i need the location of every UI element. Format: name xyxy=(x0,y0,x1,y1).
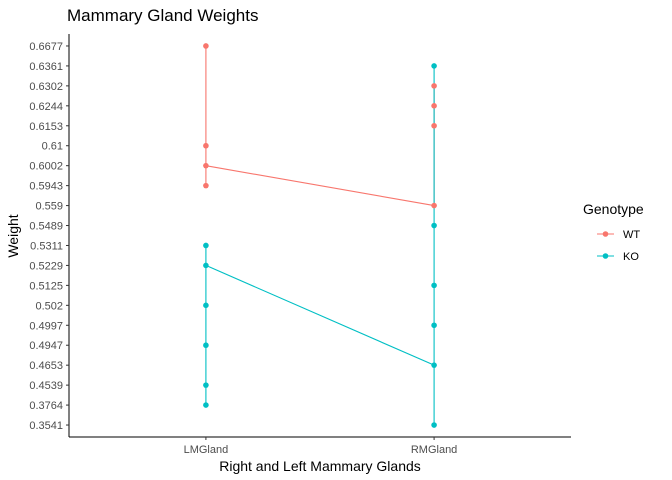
y-tick-label: 0.61 xyxy=(42,141,63,153)
points-ko xyxy=(203,63,437,428)
legend-label: KO xyxy=(623,251,639,263)
chart-title: Mammary Gland Weights xyxy=(67,6,258,25)
series-ko xyxy=(205,65,435,426)
data-point xyxy=(203,402,209,408)
data-point xyxy=(203,43,209,49)
data-point xyxy=(431,322,437,329)
y-tick-label: 0.5311 xyxy=(30,240,63,252)
data-point xyxy=(203,382,209,388)
y-tick-label: 0.4539 xyxy=(29,380,63,392)
data-point xyxy=(431,222,437,229)
x-axis-ticks: LMGland RMGland xyxy=(184,437,457,456)
y-tick-label: 0.3764 xyxy=(29,400,63,412)
y-axis-title: Weight xyxy=(5,214,21,257)
legend-label: WT xyxy=(623,229,640,241)
y-tick-label: 0.6677 xyxy=(29,41,63,53)
legend-key-point xyxy=(602,253,609,259)
y-tick-label: 0.5229 xyxy=(29,260,63,272)
data-point xyxy=(431,362,437,368)
points-wt xyxy=(203,43,437,209)
series-line xyxy=(205,165,435,207)
y-tick-label: 0.6002 xyxy=(29,161,63,173)
x-axis-title: Right and Left Mammary Glands xyxy=(219,458,421,474)
data-point xyxy=(203,242,209,249)
data-point xyxy=(431,103,437,109)
y-tick-label: 0.4947 xyxy=(29,340,63,352)
data-point xyxy=(203,302,209,309)
data-point xyxy=(431,202,437,209)
series-wt xyxy=(205,45,435,207)
y-tick-label: 0.3541 xyxy=(29,420,63,432)
data-point xyxy=(203,342,209,349)
y-tick-label: 0.5943 xyxy=(29,181,63,193)
legend-key-point xyxy=(602,231,609,237)
x-tick-label: LMGland xyxy=(184,444,229,456)
series-line xyxy=(205,264,435,366)
y-tick-label: 0.5125 xyxy=(29,280,63,292)
data-point xyxy=(203,182,209,189)
data-point xyxy=(431,122,437,129)
legend-items: WT KO xyxy=(597,229,640,263)
y-tick-label: 0.559 xyxy=(35,201,63,213)
data-point xyxy=(203,142,209,149)
plot-area xyxy=(203,43,437,428)
y-tick-label: 0.4653 xyxy=(29,360,63,372)
y-tick-label: 0.6302 xyxy=(29,81,63,93)
data-point xyxy=(431,83,437,89)
y-tick-label: 0.5489 xyxy=(29,221,63,233)
y-tick-label: 0.502 xyxy=(35,300,63,312)
data-point xyxy=(203,262,209,269)
y-tick-label: 0.6361 xyxy=(29,61,63,73)
data-point xyxy=(431,422,437,428)
legend-item-wt: WT xyxy=(597,229,640,241)
data-point xyxy=(431,63,437,69)
x-tick-label: RMGland xyxy=(411,444,457,456)
legend-title: Genotype xyxy=(583,201,644,217)
legend-item-ko: KO xyxy=(597,251,639,263)
y-tick-label: 0.6153 xyxy=(29,121,63,133)
data-point xyxy=(203,162,209,169)
y-axis-ticks: 0.3541 0.3764 0.4539 0.4653 0.4947 0.4997 0.50… xyxy=(29,41,69,432)
y-tick-label: 0.6244 xyxy=(29,101,63,113)
data-point xyxy=(431,282,437,289)
legend: Genotype WT KO xyxy=(583,201,644,263)
y-tick-label: 0.4997 xyxy=(29,320,63,332)
